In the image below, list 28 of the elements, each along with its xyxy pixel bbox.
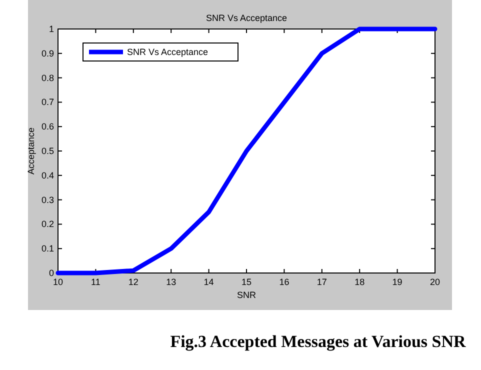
x-tick-label: 17 bbox=[316, 277, 327, 287]
x-axis-title: SNR bbox=[236, 290, 256, 300]
y-tick-label: 0.5 bbox=[41, 146, 54, 156]
x-tick-label: 15 bbox=[241, 277, 252, 287]
y-tick-label: 0.2 bbox=[41, 219, 54, 230]
y-tick-label: 0.8 bbox=[41, 72, 54, 83]
x-tick-label: 14 bbox=[204, 277, 214, 287]
y-tick-label: 0.6 bbox=[41, 122, 54, 132]
y-tick-label: 0 bbox=[48, 268, 54, 278]
x-tick-label: 18 bbox=[354, 277, 365, 287]
x-tick-label: 11 bbox=[91, 277, 100, 287]
x-tick-label: 20 bbox=[430, 277, 440, 287]
y-tick-label: 1 bbox=[48, 24, 54, 34]
chart-title: SNR Vs Acceptance bbox=[206, 13, 288, 23]
caption: Fig.3 Accepted Messages at Various SNR bbox=[170, 332, 467, 351]
legend-label: SNR Vs Acceptance bbox=[127, 47, 208, 57]
y-tick-label: 0.7 bbox=[41, 97, 54, 108]
x-tick-label: 19 bbox=[392, 277, 402, 287]
y-tick-label: 0.1 bbox=[41, 244, 54, 254]
line-series bbox=[56, 26, 438, 276]
x-tick-label: 13 bbox=[166, 277, 176, 287]
y-tick-label: 0.4 bbox=[41, 170, 54, 180]
x-tick-label: 10 bbox=[52, 277, 64, 287]
x-tick-label: 16 bbox=[279, 277, 290, 287]
y-tick-label: 0.3 bbox=[41, 194, 54, 205]
y-tick-label: 0.9 bbox=[41, 48, 54, 58]
y-axis-title: Acceptance bbox=[26, 127, 36, 175]
x-tick-label: 12 bbox=[128, 277, 138, 287]
